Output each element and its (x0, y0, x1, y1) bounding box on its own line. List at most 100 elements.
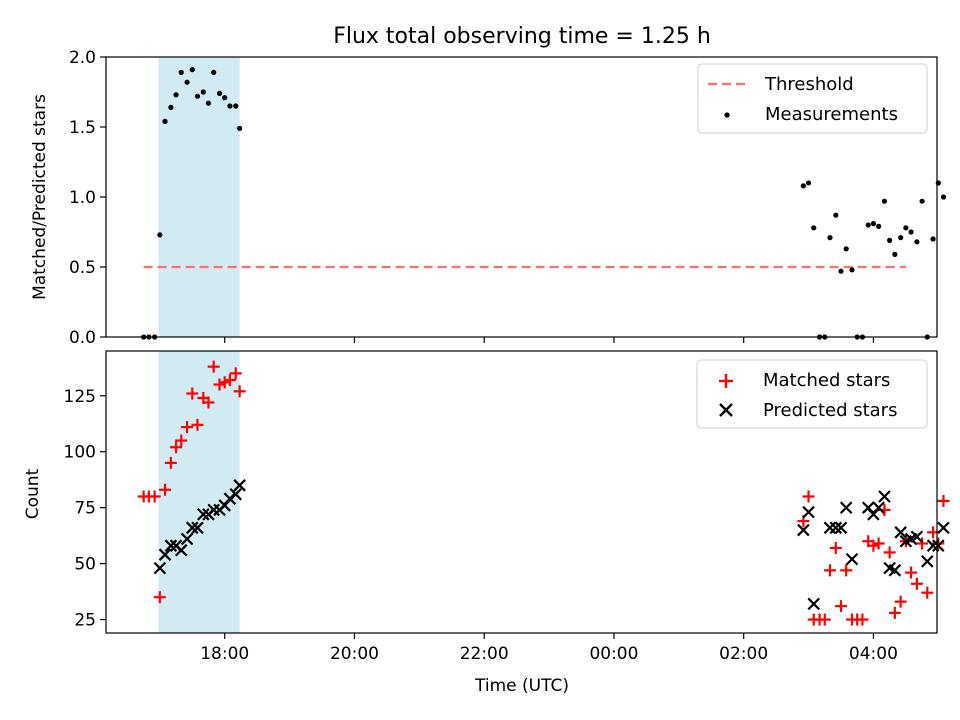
matched-star-marker (213, 378, 226, 391)
matched-star-marker (867, 539, 880, 552)
measurement-point (898, 235, 904, 241)
matched-star-marker (218, 376, 231, 389)
xtick-label: 18:00 (200, 644, 249, 664)
measurement-point (157, 232, 163, 238)
matched-star-marker (802, 490, 815, 503)
xtick-label: 20:00 (330, 644, 379, 664)
matched-star-marker (223, 374, 236, 387)
predicted-star-marker (932, 539, 945, 552)
predicted-star-marker (894, 526, 907, 539)
measurement-point (162, 118, 168, 124)
matched-star-marker (186, 387, 199, 400)
predicted-star-marker (233, 479, 246, 492)
measurement-point (833, 212, 839, 218)
top-legend: Threshold Measurements (697, 63, 928, 134)
predicted-star-marker (186, 521, 199, 535)
xtick-label: 00:00 (589, 644, 638, 664)
bottom-y-ticks: 25 50 75 100 125 (64, 387, 106, 631)
measurement-point (200, 89, 206, 95)
top-y-axis-label: Matched/Predicted stars (30, 94, 50, 300)
matched-star-marker (159, 483, 172, 496)
xtick-label: 22:00 (460, 644, 509, 664)
measurement-point (892, 251, 898, 257)
measurement-point (178, 69, 184, 75)
top-ytick-label: 1.0 (69, 188, 96, 208)
matched-star-marker (894, 595, 907, 608)
bottom-ytick-label: 125 (64, 387, 96, 407)
top-ytick-label: 1.5 (69, 118, 96, 138)
measurement-point (184, 79, 190, 85)
measurement-point (194, 93, 201, 99)
legend-matched-swatch (719, 374, 733, 388)
matched-star-marker (229, 367, 242, 380)
predicted-star-marker (229, 487, 243, 501)
measurement-point (237, 125, 243, 131)
measurement-point (919, 198, 925, 204)
bottom-ytick-label: 25 (74, 611, 96, 631)
matched-star-marker (921, 586, 934, 599)
predicted-star-marker (158, 548, 172, 561)
matched-star-marker (823, 564, 836, 577)
measurement-point (216, 90, 223, 96)
measurement-point (233, 103, 239, 109)
measurement-point (843, 246, 849, 252)
top-panel: 0.00.51.01.52.0 Matched/Predicted stars … (30, 48, 947, 348)
measurement-point (211, 69, 217, 75)
measurement-point (908, 229, 914, 235)
measurement-point (189, 67, 195, 73)
predicted-star-marker (872, 501, 885, 514)
measurement-point (849, 267, 855, 273)
measurement-point (838, 268, 844, 274)
measurement-point (887, 237, 893, 243)
matched-star-marker (840, 564, 853, 577)
top-x-ticks (224, 337, 875, 343)
predicted-star-marker (164, 539, 178, 552)
bottom-ytick-label: 100 (64, 443, 96, 463)
matched-star-marker (883, 546, 896, 559)
measurement-point (800, 183, 806, 189)
predicted-star-marker (878, 490, 891, 503)
top-ytick-label: 2.0 (69, 48, 96, 68)
measurement-point (811, 225, 817, 231)
matched-star-marker (910, 577, 923, 590)
top-highlight-span (158, 57, 240, 337)
matched-star-marker (175, 434, 188, 447)
predicted-star-marker (174, 543, 188, 557)
predicted-star-marker (191, 521, 204, 535)
measurement-point (227, 103, 233, 109)
matched-star-marker (191, 418, 204, 431)
bottom-ytick-label: 75 (74, 499, 96, 519)
figure-title: Flux total observing time = 1.25 h (333, 24, 711, 49)
bottom-y-axis-label: Count (23, 468, 43, 519)
bottom-legend: Matched stars Predicted stars (696, 359, 928, 429)
measurement-point (870, 221, 877, 227)
predicted-star-marker (153, 561, 167, 575)
matched-star-marker (829, 541, 842, 554)
matched-star-marker (905, 566, 918, 579)
bottom-axes-frame (105, 350, 938, 634)
predicted-star-marker (920, 555, 934, 568)
matched-star-marker (856, 613, 869, 626)
predicted-star-marker (937, 521, 950, 535)
matched-star-marker (916, 537, 929, 550)
matched-star-marker (164, 456, 177, 469)
predicted-star-marker (197, 508, 210, 521)
matched-star-marker (207, 360, 220, 373)
matched-star-marker (170, 441, 183, 454)
measurement-point (930, 236, 936, 242)
matched-star-marker (888, 606, 901, 619)
matched-star-marker (153, 591, 166, 604)
predicted-star-marker (888, 564, 902, 577)
matched-star-marker (181, 421, 194, 434)
predicted-star-marker (910, 530, 924, 544)
top-ytick-label: 0.0 (69, 328, 96, 348)
measurement-point (173, 92, 179, 98)
measurement-point (222, 95, 228, 101)
matched-star-marker (202, 396, 215, 409)
measurement-points (141, 67, 947, 340)
matched-star-markers (137, 360, 950, 626)
measurement-point (903, 225, 909, 231)
predicted-star-marker (797, 523, 810, 537)
predicted-star-marker (829, 521, 843, 535)
